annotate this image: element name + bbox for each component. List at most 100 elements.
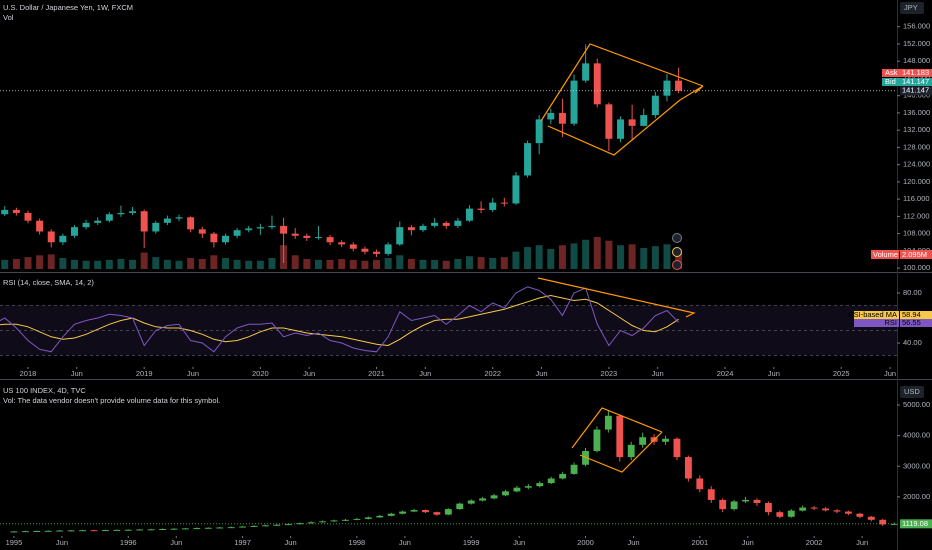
trend-line	[547, 99, 681, 156]
volume-bar	[442, 260, 450, 269]
currency-label: USD	[904, 387, 920, 396]
candle-body	[79, 530, 86, 532]
series-value: 56.55	[902, 318, 921, 327]
volume-bar	[663, 244, 671, 269]
volume-bar	[105, 259, 113, 269]
symbol-subtitle: Vol	[3, 13, 14, 22]
x-tick-label: Jun	[742, 538, 754, 547]
volume-bar	[512, 251, 520, 269]
rsi-band	[0, 305, 897, 356]
candle-body	[140, 211, 148, 232]
candle-body	[477, 208, 485, 210]
candle-body	[524, 143, 532, 176]
candle-body	[105, 214, 113, 221]
candle-body	[742, 499, 749, 502]
volume-bar	[535, 245, 543, 269]
candle-body	[593, 63, 601, 105]
candle-body	[524, 486, 532, 488]
candle-body	[570, 464, 578, 474]
volume-bar	[489, 258, 497, 269]
candle-body	[479, 498, 487, 501]
candle-body	[36, 220, 44, 232]
candle-body	[124, 529, 132, 531]
candle-body	[10, 531, 18, 533]
y-tick-label: 120.000	[903, 177, 930, 186]
icon[interactable]	[672, 260, 682, 270]
symbol-title: U.S. Dollar / Japanese Yen, 1W, FXCM	[3, 3, 133, 12]
volume-bar	[256, 260, 264, 269]
y-tick-label: 80.00	[903, 288, 922, 297]
candle-body	[59, 235, 67, 243]
rsi-title: RSI (14, close, SMA, 14, 2)	[3, 278, 94, 287]
volume-tag	[871, 250, 899, 259]
candle-body	[454, 220, 462, 226]
symbol-title: US 100 INDEX, 4D, TVC	[3, 386, 86, 395]
candle-body	[117, 212, 125, 215]
candle-body	[422, 510, 429, 513]
volume-bar	[675, 249, 683, 269]
volume-bar	[36, 255, 44, 269]
candle-body	[136, 529, 144, 531]
bid-tag	[882, 78, 900, 86]
candle-body	[844, 511, 852, 514]
legend-name: RSI-based MA	[848, 310, 897, 319]
x-tick-label: Jun	[513, 538, 525, 547]
symbol-subtitle: Vol: The data vendor doesn't provide vol…	[3, 396, 220, 405]
candle-body	[56, 530, 64, 532]
y-tick-label: 3000.00	[903, 461, 930, 470]
candle-body	[547, 112, 555, 120]
candle-body	[291, 233, 299, 236]
candle-body	[256, 227, 264, 229]
y-tick-label: 128.000	[903, 142, 930, 151]
candle-body	[376, 515, 384, 518]
candle-body	[604, 415, 612, 430]
candle-body	[465, 208, 473, 221]
y-tick-label: 136.000	[903, 108, 930, 117]
candle-body	[319, 521, 327, 523]
y-tick-label: 5000.00	[903, 400, 930, 409]
ask-tag	[882, 69, 900, 77]
currency-box[interactable]	[900, 2, 924, 14]
volume-bar	[163, 259, 171, 269]
y-tick-label: 124.000	[903, 160, 930, 169]
x-tick-label: 2024	[717, 369, 734, 378]
candle-body	[442, 222, 450, 226]
volume-bar	[47, 254, 55, 269]
icon[interactable]	[672, 233, 682, 243]
candle-body	[559, 473, 567, 479]
candle-body	[280, 225, 288, 234]
x-tick-label: 2002	[806, 538, 823, 547]
candle-body	[890, 523, 898, 525]
candle-body	[673, 438, 681, 458]
volume-name: Volume	[873, 250, 898, 259]
candle-body	[296, 523, 304, 525]
volume-bar	[291, 255, 299, 269]
candle-body	[193, 528, 201, 530]
currency-box[interactable]	[900, 386, 924, 398]
x-tick-label: Jun	[535, 369, 547, 378]
volume-bar	[465, 256, 473, 269]
candle-body	[663, 80, 671, 96]
x-tick-label: Jun	[856, 538, 868, 547]
candle-body	[456, 503, 464, 510]
candle-body	[210, 233, 218, 243]
currency-label: JPY	[904, 3, 918, 12]
trend-line	[537, 277, 696, 318]
icon[interactable]	[672, 247, 682, 257]
candle-body	[810, 507, 818, 509]
trend-line	[571, 407, 663, 449]
x-tick-label: Jun	[627, 538, 639, 547]
candle-body	[627, 444, 635, 458]
candle-body	[273, 524, 281, 526]
volume-bar	[152, 257, 160, 269]
volume-bar	[1, 259, 9, 269]
volume-bar	[570, 243, 578, 269]
volume-bar	[175, 260, 183, 269]
volume-bar	[233, 259, 241, 269]
volume-bar	[187, 258, 195, 269]
candle-body	[867, 516, 875, 520]
x-tick-label: 2022	[484, 369, 501, 378]
bid-label: Bid	[885, 77, 896, 86]
volume-value: 2.095M	[902, 250, 927, 259]
candle-body	[787, 510, 795, 517]
